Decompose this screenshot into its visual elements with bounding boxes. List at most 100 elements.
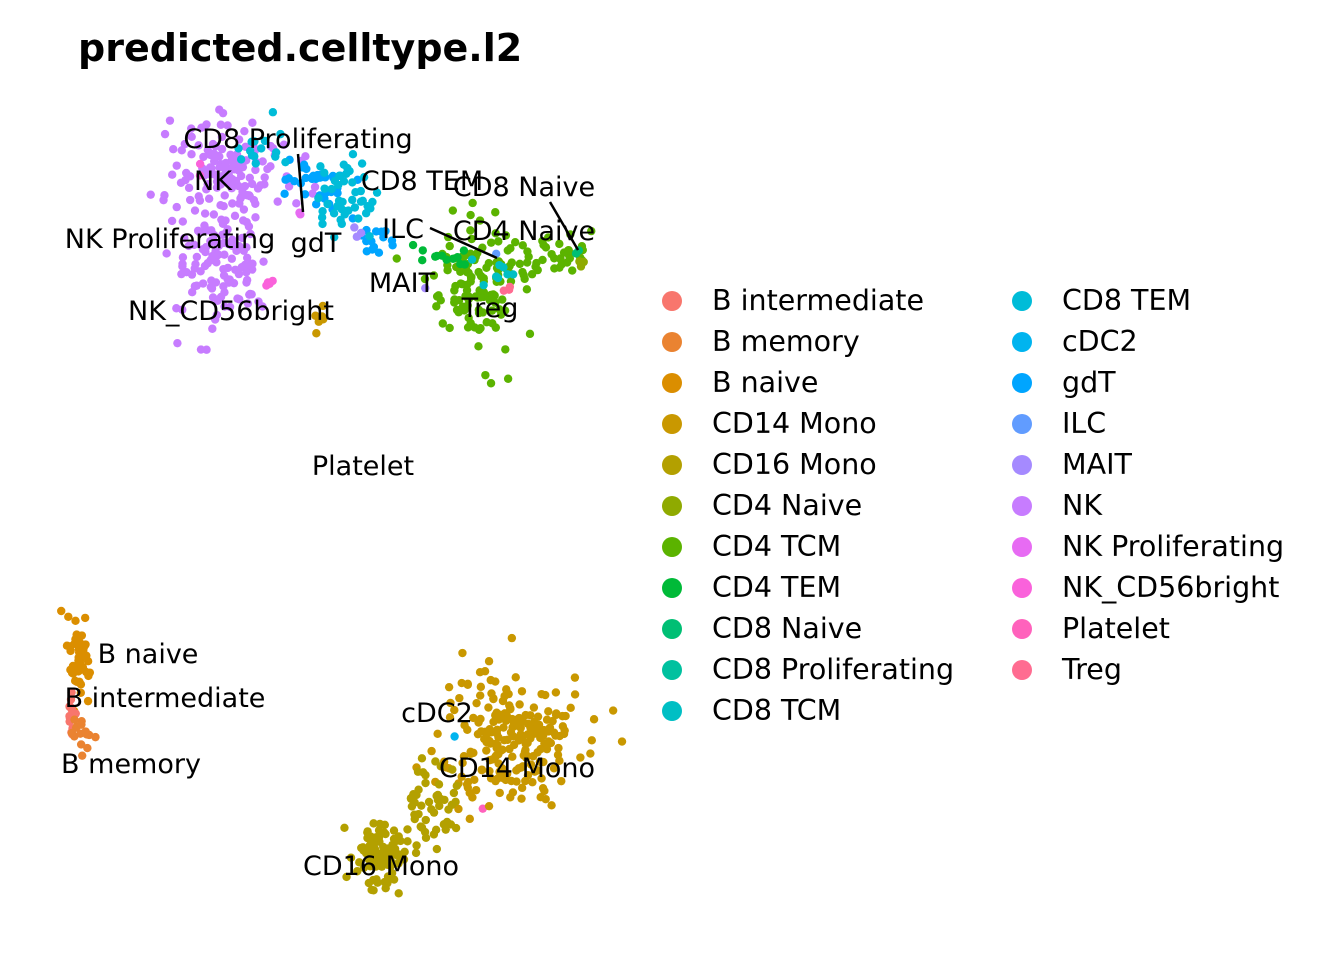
point-cd16-mono <box>424 797 434 807</box>
legend-swatch <box>662 290 682 311</box>
point-nk <box>308 189 317 198</box>
point-cd4-tem <box>448 254 458 264</box>
point-cd14-mono <box>463 725 472 734</box>
point-cd14-mono <box>544 707 553 716</box>
legend-swatch <box>662 618 682 639</box>
legend-item-b-naive: B naive <box>650 362 954 403</box>
point-nk <box>258 157 267 166</box>
point-cd14-mono <box>493 774 503 783</box>
point-cd14-mono <box>486 675 495 685</box>
point-cd14-mono <box>465 814 474 824</box>
point-cd4-tcm <box>501 231 511 240</box>
point-gdt <box>371 227 381 236</box>
point-cd14-mono <box>547 801 556 810</box>
point-cd14-mono <box>484 657 494 666</box>
point-cd14-mono <box>444 682 454 692</box>
point-nk <box>284 182 294 191</box>
point-nk <box>198 279 208 288</box>
point-nk <box>234 181 243 191</box>
legend-label: B naive <box>712 366 819 399</box>
point-cd14-mono <box>463 777 473 787</box>
legend-label: NK_CD56bright <box>1062 571 1280 604</box>
point-cd16-mono <box>449 788 459 798</box>
point-nk <box>246 259 256 269</box>
point-cd14-mono <box>530 717 539 727</box>
point-nk <box>220 191 229 200</box>
cluster-label-cd8-proliferating: CD8 Proliferating <box>183 124 412 155</box>
point-gdt <box>313 170 322 180</box>
point-cd8-tem <box>354 214 363 223</box>
legend-item-gdt: gdT <box>1000 362 1284 403</box>
point-cd16-mono <box>436 794 446 804</box>
point-nk <box>217 215 226 224</box>
point-nk <box>227 254 237 263</box>
point-cd16-mono <box>400 847 409 857</box>
point-cd16-mono <box>420 827 430 837</box>
point-cd14-mono <box>586 749 595 758</box>
point-cd8-tem <box>366 204 375 213</box>
point-cd4-tem <box>459 246 469 255</box>
legend-swatch <box>662 372 682 393</box>
point-nk <box>223 263 233 273</box>
point-nk <box>215 105 224 114</box>
point-nk <box>224 174 233 183</box>
legend-item-nk: NK <box>1000 485 1284 526</box>
point-nk <box>256 181 265 190</box>
point-cd4-tcm <box>432 302 441 311</box>
point-b-naive <box>78 663 88 672</box>
point-cd8-tem <box>268 108 278 117</box>
point-cd16-mono <box>439 820 449 829</box>
point-cd8-tem <box>368 197 377 207</box>
point-cd14-mono <box>512 766 521 775</box>
legend-swatch <box>1012 372 1032 393</box>
legend-label: CD8 Proliferating <box>712 653 955 686</box>
point-cd8-tcm <box>491 272 501 281</box>
cluster-label-cd16-mono: CD16 Mono <box>303 851 459 882</box>
legend-column-2: CD8 TEM cDC2 gdT ILC MAIT NK NK Proliferating N… <box>1000 280 1284 690</box>
point-cd4-tcm <box>494 237 503 246</box>
point-cd16-mono <box>366 832 375 841</box>
point-cd14-mono <box>570 673 580 682</box>
point-cd14-mono <box>538 783 548 793</box>
legend-swatch <box>662 700 682 721</box>
point-nk <box>207 276 216 285</box>
point-cd8-tem <box>348 178 357 187</box>
point-cd14-mono <box>551 731 560 740</box>
point-cd16-mono <box>372 875 381 884</box>
legend-item-mait: MAIT <box>1000 444 1284 485</box>
point-cd14-mono <box>541 690 550 700</box>
point-b-naive <box>76 680 86 689</box>
point-cd14-mono <box>459 752 469 761</box>
legend-item-cd8-tcm: CD8 TCM <box>650 690 954 731</box>
point-cd8-tem <box>359 172 369 182</box>
point-cd14-mono <box>450 705 459 715</box>
legend-item-b-memory: B memory <box>650 321 954 362</box>
cluster-label-mait: MAIT <box>369 268 436 299</box>
point-cd4-tcm <box>448 206 458 215</box>
cluster-label-nk-cd56bright: NK_CD56bright <box>128 296 334 327</box>
point-nk <box>180 139 190 149</box>
legend-item-b-intermediate: B intermediate <box>650 280 954 321</box>
legend-swatch <box>1012 618 1032 639</box>
point-cd4-tcm <box>452 305 462 315</box>
point-nk <box>237 233 247 243</box>
point-nk <box>223 121 232 130</box>
cluster-label-b-intermediate: B intermediate <box>65 683 266 714</box>
label-leader-line <box>548 201 580 251</box>
point-cd16-mono <box>412 841 421 850</box>
point-nk <box>178 305 187 314</box>
point-cd14-mono <box>506 793 515 802</box>
point-cd4-tcm <box>510 238 520 247</box>
point-cd14-mono <box>512 777 521 786</box>
point-nk <box>260 173 269 182</box>
legend-swatch <box>1012 659 1032 680</box>
point-cd8-tem <box>356 197 366 206</box>
point-nk <box>242 253 252 263</box>
point-cd14-mono <box>542 744 552 754</box>
legend-swatch <box>1012 331 1032 352</box>
point-cd14-mono <box>541 794 550 804</box>
point-cd8-tem <box>333 201 342 211</box>
point-cd14-mono <box>484 703 493 712</box>
legend-column-1: B intermediate B memory B naive CD14 Mono CD… <box>650 280 954 731</box>
point-cd14-mono <box>463 680 472 689</box>
